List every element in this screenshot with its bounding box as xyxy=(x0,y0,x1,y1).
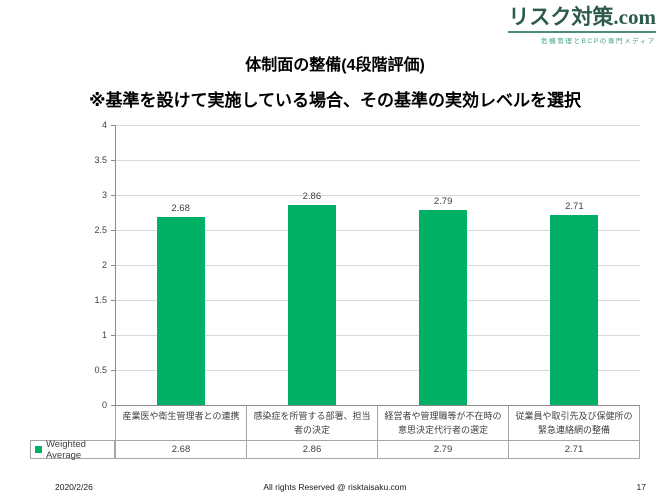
gridline xyxy=(115,125,640,126)
y-axis-tick xyxy=(111,370,115,371)
y-axis-label: 1.5 xyxy=(94,295,107,305)
gridline xyxy=(115,160,640,161)
category-header-row: 産業医や衛生管理者との連携 感染症を所管する部署、担当者の決定 経営者や管理職等が不… xyxy=(115,405,640,440)
category-cell: 感染症を所管する部署、担当者の決定 xyxy=(247,405,378,440)
y-axis-label: 4 xyxy=(101,120,107,130)
page-title: 体制面の整備(4段階評価) xyxy=(245,57,425,74)
footer-copyright: All rights Reserved @ risktaisaku.com xyxy=(263,482,407,492)
bar-value-label: 2.71 xyxy=(565,201,584,213)
gridline xyxy=(115,370,640,371)
logo-tagline: 危機管理とBCPの専門メディア xyxy=(541,38,656,45)
y-axis-label: 3.5 xyxy=(94,155,107,165)
legend-cell: Weighted Average xyxy=(30,438,115,461)
page-number: 17 xyxy=(636,482,646,492)
gridline xyxy=(115,230,640,231)
y-axis-tick xyxy=(111,160,115,161)
category-cell: 産業医や衛生管理者との連携 xyxy=(116,405,247,440)
bar xyxy=(287,204,336,405)
bar-value-label: 2.79 xyxy=(433,195,453,207)
gridline xyxy=(115,335,640,336)
value-cell: 2.71 xyxy=(564,444,584,455)
y-axis-label: 0.5 xyxy=(94,365,107,375)
legend-label: Weighted Average xyxy=(46,438,86,461)
logo-title: リスク対策.com xyxy=(508,5,656,29)
y-axis-tick xyxy=(111,405,115,406)
logo-underline xyxy=(508,31,656,33)
y-axis-tick xyxy=(111,265,115,266)
category-cell: 従業員や取引先及び保健所の緊急連絡網の整備 xyxy=(515,411,633,435)
y-axis-tick xyxy=(111,230,115,231)
bar-chart: 産業医や衛生管理者との連携 感染症を所管する部署、担当者の決定 経営者や管理職等が不… xyxy=(0,115,670,465)
bar-value-label: 2.86 xyxy=(302,190,322,202)
y-axis-tick xyxy=(111,195,115,196)
gridline xyxy=(115,265,640,266)
y-axis-tick xyxy=(111,125,115,126)
y-axis-label: 1 xyxy=(101,330,107,340)
category-cell: 経営者や管理職等が不在時の意思決定代行者の選定 xyxy=(378,405,509,440)
bar xyxy=(156,217,205,405)
y-axis-label: 3 xyxy=(101,190,107,200)
value-row: 2.68 2.86 2.79 2.71 xyxy=(115,440,640,459)
y-axis-tick xyxy=(111,300,115,301)
bar xyxy=(419,209,468,405)
bar-value-label: 2.68 xyxy=(171,203,190,215)
bar xyxy=(550,215,599,405)
legend-marker-square-icon xyxy=(35,446,42,453)
gridline xyxy=(115,195,640,196)
value-cell: 2.79 xyxy=(378,441,509,458)
y-axis-label: 2 xyxy=(101,260,107,270)
y-axis-label: 2.5 xyxy=(94,225,107,235)
y-axis-line xyxy=(115,125,116,405)
gridline xyxy=(115,300,640,301)
y-axis-label: 0 xyxy=(101,400,107,410)
footer-date: 2020/2/26 xyxy=(55,482,93,492)
y-axis-tick xyxy=(111,335,115,336)
logo: リスク対策.com 危機管理とBCPの専門メディア xyxy=(508,4,656,45)
page-subtitle: ※基準を設けて実施している場合、その基準の実効レベルを選択 xyxy=(88,91,581,110)
value-cell: 2.68 xyxy=(116,441,247,458)
x-axis-line xyxy=(115,405,640,406)
value-cell: 2.86 xyxy=(247,441,378,458)
